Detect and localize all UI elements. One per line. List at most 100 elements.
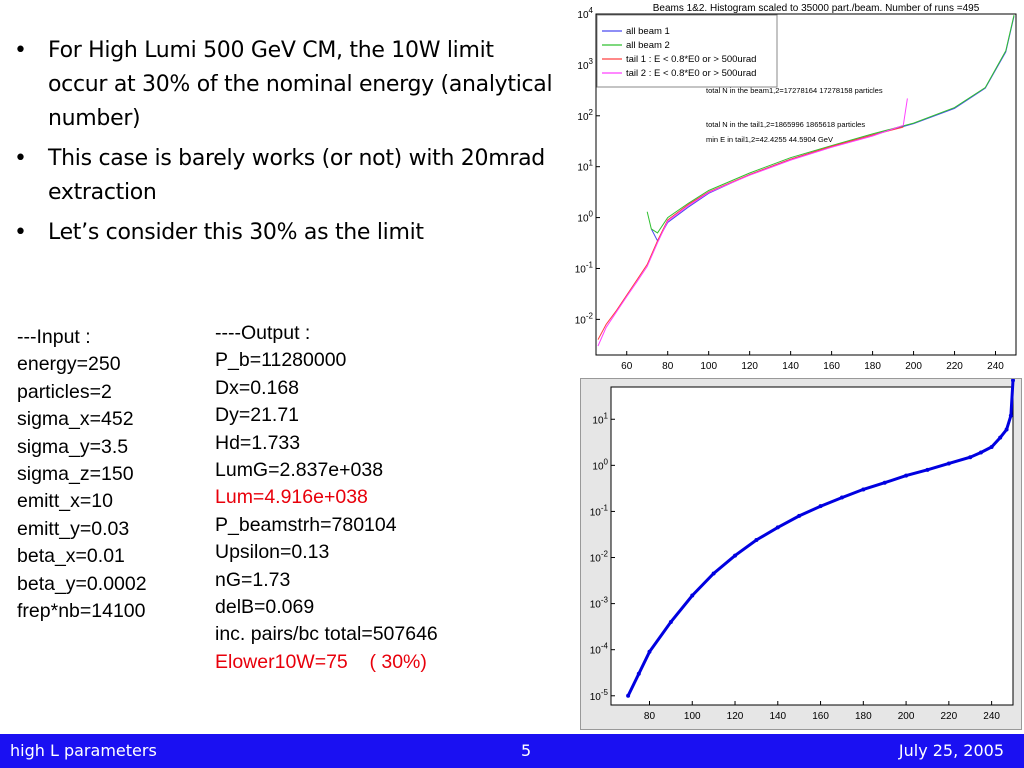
bullet-dot: • <box>14 146 27 171</box>
x-tick-label: 160 <box>823 361 840 372</box>
annotation: min E in tail1,2=42.4255 44.5904 GeV <box>706 135 833 144</box>
output-line-highlight: Elower10W=75 ( 30%) <box>215 650 427 673</box>
data-point <box>775 525 780 530</box>
data-point <box>647 649 652 654</box>
footer-title: high L parameters <box>10 741 157 760</box>
legend-label: tail 1 : E < 0.8*E0 or > 500urad <box>626 54 756 65</box>
x-tick-label: 240 <box>983 711 1000 722</box>
x-tick-label: 80 <box>662 361 674 372</box>
output-line: P_b=11280000 <box>215 349 347 372</box>
output-line-highlight: Lum=4.916e+038 <box>215 486 368 509</box>
data-point <box>998 435 1003 440</box>
y-tick-label: 10-4 <box>590 642 609 657</box>
y-tick-label: 10-5 <box>590 688 609 703</box>
data-point <box>1004 427 1009 432</box>
data-point <box>626 693 631 698</box>
legend-label: all beam 1 <box>626 26 670 37</box>
x-tick-label: 60 <box>621 361 633 372</box>
output-line: Upsilon=0.13 <box>215 541 330 564</box>
bullet-text: Let’s consider this 30% as the limit <box>48 220 424 245</box>
data-point <box>690 593 695 598</box>
data-point <box>754 537 759 542</box>
histogram-chart: Beams 1&2. Histogram scaled to 35000 par… <box>560 0 1020 372</box>
x-tick-label: 100 <box>700 361 717 372</box>
input-header: ---Input : <box>17 326 91 348</box>
annotation: total N in the beam1,2=17278164 17278158… <box>706 86 883 95</box>
series-line <box>646 14 1015 234</box>
annotation: total N in the tail1,2=1865996 1865618 p… <box>706 120 865 129</box>
y-tick-label: 102 <box>577 108 593 123</box>
x-tick-label: 220 <box>946 361 963 372</box>
x-tick-label: 140 <box>782 361 799 372</box>
data-point <box>1008 413 1013 418</box>
series-line <box>597 126 904 340</box>
chart-title: Beams 1&2. Histogram scaled to 35000 par… <box>653 3 980 14</box>
x-tick-label: 180 <box>864 361 881 372</box>
x-tick-label: 180 <box>855 711 872 722</box>
data-point <box>818 504 823 509</box>
legend-box <box>596 14 778 88</box>
bullet-dot: • <box>14 38 27 63</box>
output-line: delB=0.069 <box>215 596 315 619</box>
series-line <box>597 98 908 347</box>
input-line: frep*nb=14100 <box>17 600 146 623</box>
data-point <box>797 513 802 518</box>
y-tick-label: 104 <box>577 6 593 21</box>
x-tick-label: 100 <box>684 711 701 722</box>
data-point <box>711 571 716 576</box>
output-line: Dx=0.168 <box>215 376 300 399</box>
slide-number: 5 <box>521 741 532 760</box>
series-line <box>626 380 1015 697</box>
data-point <box>882 480 887 485</box>
input-line: particles=2 <box>17 380 112 403</box>
input-line: emitt_y=0.03 <box>17 517 130 540</box>
legend-label: tail 2 : E < 0.8*E0 or > 500urad <box>626 68 756 79</box>
input-line: sigma_z=150 <box>17 463 134 486</box>
output-line: LumG=2.837e+038 <box>215 459 384 482</box>
plot-frame <box>610 386 1014 706</box>
data-point <box>989 445 994 450</box>
x-tick-label: 80 <box>644 711 656 722</box>
y-tick-label: 10-3 <box>590 596 609 611</box>
bullet-list: • For High Lumi 500 GeV CM, the 10W limit… <box>8 34 553 256</box>
bullet-dot: • <box>14 220 27 245</box>
data-point <box>978 450 983 455</box>
y-tick-label: 10-2 <box>575 311 594 326</box>
data-point <box>925 467 930 472</box>
input-line: emitt_x=10 <box>17 490 113 513</box>
input-parameters: ---Input : energy=250 particles=2 sigma_… <box>17 324 147 625</box>
footer-date: July 25, 2005 <box>898 741 1004 760</box>
x-tick-label: 200 <box>898 711 915 722</box>
input-line: sigma_y=3.5 <box>17 435 129 458</box>
y-tick-label: 103 <box>577 57 593 72</box>
input-line: beta_x=0.01 <box>17 545 125 568</box>
y-tick-label: 10-2 <box>590 550 609 565</box>
x-tick-label: 240 <box>987 361 1004 372</box>
y-tick-label: 101 <box>592 411 608 426</box>
spectrum-chart: 80 100 120 140 160 180 200 220 240 10-5 10-4 10-3 10… <box>580 378 1022 730</box>
bullet-text: For High Lumi 500 GeV CM, the 10W limit … <box>48 38 553 131</box>
data-point <box>861 487 866 492</box>
data-point <box>636 671 641 676</box>
histogram-chart-svg: Beams 1&2. Histogram scaled to 35000 par… <box>575 3 1017 372</box>
input-line: energy=250 <box>17 353 121 376</box>
y-tick-label: 100 <box>577 210 593 225</box>
footer-bar: high L parameters 5 July 25, 2005 <box>0 734 1024 768</box>
data-point <box>668 619 673 624</box>
y-tick-label: 10-1 <box>590 503 609 518</box>
data-point <box>904 473 909 478</box>
output-line: inc. pairs/bc total=507646 <box>215 623 438 646</box>
x-tick-label: 200 <box>905 361 922 372</box>
output-parameters: ----Output : P_b=11280000 Dx=0.168 Dy=21… <box>215 320 438 676</box>
bullet-item: • Let’s consider this 30% as the limit <box>8 216 553 250</box>
x-tick-label: 120 <box>741 361 758 372</box>
data-point <box>1011 378 1015 383</box>
x-tick-label: 140 <box>769 711 786 722</box>
data-point <box>733 553 738 558</box>
output-header: ----Output : <box>215 322 311 344</box>
x-tick-label: 120 <box>727 711 744 722</box>
output-line: Hd=1.733 <box>215 431 301 454</box>
x-tick-label: 160 <box>812 711 829 722</box>
spectrum-chart-svg: 80 100 120 140 160 180 200 220 240 10-5 10-4 10-3 10… <box>590 378 1015 722</box>
bullet-text: This case is barely works (or not) with … <box>48 146 545 205</box>
